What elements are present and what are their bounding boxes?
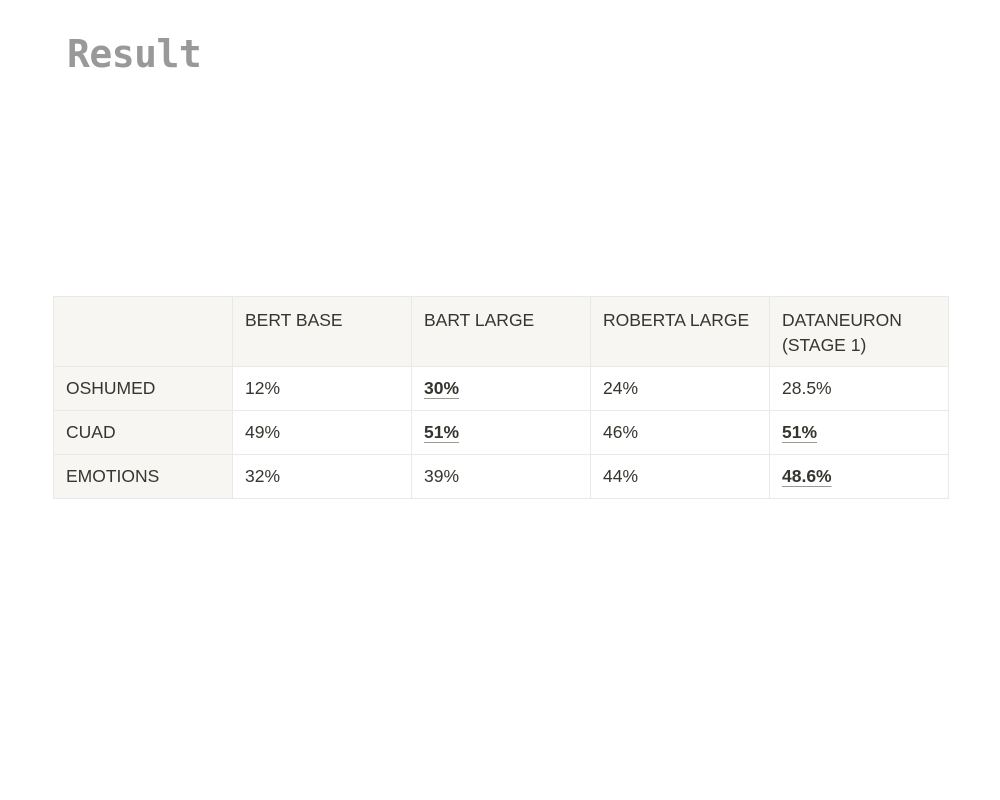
cell-value: 48.6% [782,466,832,486]
page-title: Result [67,32,202,76]
table-cell: 12% [232,366,412,411]
column-header-bart-large: BART LARGE [411,296,591,367]
cell-value: 39% [424,466,460,486]
table-cell: 51% [411,410,591,455]
table-cell: 48.6% [769,454,949,499]
cell-value: 44% [603,466,639,486]
cell-value: 51% [424,422,460,442]
cell-value: 46% [603,422,639,442]
table-cell: 32% [232,454,412,499]
table-row: CUAD 49% 51% 46% 51% [53,410,949,455]
header-corner-cell [53,296,233,367]
table-cell: 51% [769,410,949,455]
column-header-roberta-large: ROBERTA LARGE [590,296,770,367]
row-header-cuad: CUAD [53,410,233,455]
table-cell: 46% [590,410,770,455]
row-header-oshumed: OSHUMED [53,366,233,411]
results-table: BERT BASE BART LARGE ROBERTA LARGE DATAN… [53,296,949,499]
cell-value: 12% [245,378,281,398]
table-cell: 30% [411,366,591,411]
cell-value: 49% [245,422,281,442]
table-cell: 49% [232,410,412,455]
column-header-dataneuron-stage-1: DATANEURON (STAGE 1) [769,296,949,367]
column-header-bert-base: BERT BASE [232,296,412,367]
table-row: OSHUMED 12% 30% 24% 28.5% [53,366,949,411]
table-cell: 44% [590,454,770,499]
row-header-emotions: EMOTIONS [53,454,233,499]
table-row: EMOTIONS 32% 39% 44% 48.6% [53,454,949,499]
table-cell: 39% [411,454,591,499]
cell-value: 24% [603,378,639,398]
table-header-row: BERT BASE BART LARGE ROBERTA LARGE DATAN… [53,296,949,367]
cell-value: 28.5% [782,378,832,398]
table-cell: 24% [590,366,770,411]
cell-value: 51% [782,422,818,442]
cell-value: 30% [424,378,460,398]
table-cell: 28.5% [769,366,949,411]
cell-value: 32% [245,466,281,486]
